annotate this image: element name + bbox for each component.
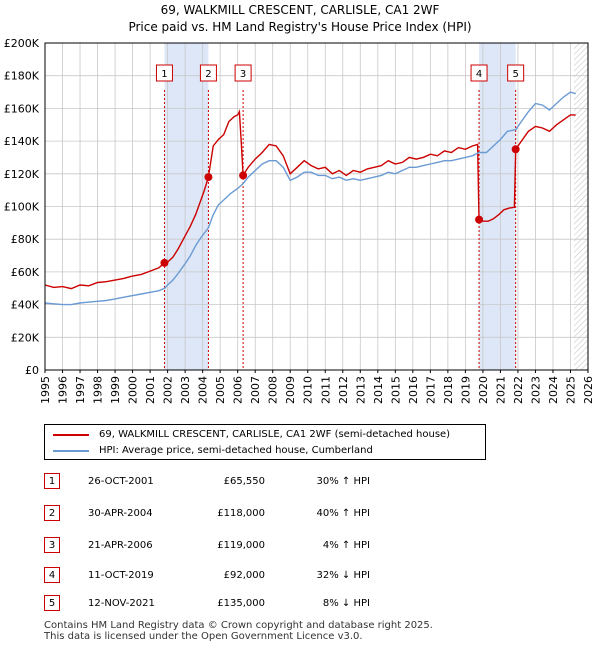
sale-label: 2 — [205, 69, 211, 80]
chart-subtitle: Price paid vs. HM Land Registry's House … — [128, 20, 472, 34]
sale-label: 5 — [512, 69, 518, 80]
legend-swatch-property — [53, 434, 89, 436]
y-tick-label: £120K — [4, 168, 40, 181]
sale-number-badge: 4 — [44, 567, 60, 583]
y-tick-label: £180K — [4, 70, 40, 83]
sale-price: £135,000 — [217, 598, 265, 609]
sale-date: 30-APR-2004 — [88, 508, 153, 519]
sale-point — [160, 258, 169, 267]
y-tick-label: £40K — [11, 299, 40, 312]
x-tick-label: 2024 — [547, 376, 560, 404]
sale-hpi-diff: 32% ↓ HPI — [316, 570, 370, 581]
sale-label-box — [470, 64, 488, 82]
x-tick-label: 2020 — [477, 376, 490, 404]
legend-label-property: 69, WALKMILL CRESCENT, CARLISLE, CA1 2WF… — [99, 429, 451, 440]
x-tick-label: 2023 — [529, 376, 542, 404]
sale-label-box — [234, 64, 252, 82]
sale-price: £119,000 — [217, 540, 265, 551]
sale-hpi-diff: 40% ↑ HPI — [316, 508, 370, 519]
plot-frame — [44, 42, 589, 371]
x-tick-label: 1995 — [39, 376, 52, 404]
sale-number-badge: 3 — [44, 537, 60, 553]
y-tick-label: £60K — [11, 266, 40, 279]
y-tick-label: £100K — [4, 201, 40, 214]
y-tick-label: £0 — [25, 364, 39, 377]
x-tick-label: 2015 — [389, 376, 402, 404]
x-tick-label: 2009 — [284, 376, 297, 404]
x-tick-label: 2012 — [337, 376, 350, 404]
x-tick-label: 2021 — [494, 376, 507, 404]
sale-hpi-diff: 30% ↑ HPI — [316, 476, 370, 487]
footer-copyright: Contains HM Land Registry data © Crown c… — [44, 620, 433, 631]
sale-price: £65,550 — [223, 476, 265, 487]
x-tick-label: 2004 — [197, 376, 210, 404]
x-tick-label: 2017 — [424, 376, 437, 404]
sale-number-badge: 2 — [44, 505, 60, 521]
footer-licence: This data is licensed under the Open Gov… — [44, 631, 363, 642]
x-tick-label: 2013 — [354, 376, 367, 404]
x-tick-label: 2025 — [564, 376, 577, 404]
sale-date: 26-OCT-2001 — [88, 476, 154, 487]
x-tick-label: 2005 — [214, 376, 227, 404]
sale-hpi-diff: 8% ↓ HPI — [322, 598, 370, 609]
sale-label-box — [507, 64, 525, 82]
sale-point — [511, 145, 520, 154]
x-tick-label: 2001 — [144, 376, 157, 404]
sale-date: 12-NOV-2021 — [88, 598, 155, 609]
sale-label: 4 — [476, 69, 482, 80]
sale-hpi-diff: 4% ↑ HPI — [322, 540, 370, 551]
x-tick-label: 2011 — [319, 376, 332, 404]
sale-date: 11-OCT-2019 — [88, 570, 154, 581]
sale-label: 3 — [240, 69, 246, 80]
x-tick-label: 2018 — [442, 376, 455, 404]
x-tick-label: 2010 — [302, 376, 315, 404]
y-tick-label: £20K — [11, 331, 40, 344]
y-tick-label: £160K — [4, 102, 40, 115]
x-tick-label: 2019 — [459, 376, 472, 404]
x-tick-label: 2007 — [249, 376, 262, 404]
x-tick-label: 2006 — [232, 376, 245, 404]
sale-price: £92,000 — [223, 570, 265, 581]
sale-point — [204, 173, 213, 182]
x-tick-label: 2002 — [162, 376, 175, 404]
y-tick-label: £200K — [4, 37, 40, 50]
x-tick-label: 1996 — [57, 376, 70, 404]
sale-date: 21-APR-2006 — [88, 540, 153, 551]
sale-point — [475, 215, 484, 224]
x-tick-label: 2026 — [582, 376, 595, 404]
y-tick-label: £140K — [4, 135, 40, 148]
x-tick-label: 2022 — [512, 376, 525, 404]
x-tick-label: 1999 — [109, 376, 122, 404]
x-tick-label: 1998 — [92, 376, 105, 404]
legend-label-hpi: HPI: Average price, semi-detached house,… — [99, 445, 373, 456]
x-tick-label: 2014 — [372, 376, 385, 404]
legend-swatch-hpi — [53, 450, 89, 452]
sale-label: 1 — [161, 69, 167, 80]
sale-number-badge: 5 — [44, 595, 60, 611]
x-tick-label: 2000 — [127, 376, 140, 404]
x-tick-label: 1997 — [74, 376, 87, 404]
y-tick-label: £80K — [11, 233, 40, 246]
chart-legend: 69, WALKMILL CRESCENT, CARLISLE, CA1 2WF… — [44, 424, 486, 460]
sale-label-box — [199, 64, 217, 82]
price-chart: 1 2 3 4 5 £0 £20K £40K £60K £80K £100K £120K £140K £… — [4, 37, 595, 404]
series-line-hpi — [44, 91, 576, 306]
x-tick-label: 2003 — [179, 376, 192, 404]
chart-title: 69, WALKMILL CRESCENT, CARLISLE, CA1 2WF — [160, 3, 440, 17]
x-tick-label: 2016 — [407, 376, 420, 404]
sale-price: £118,000 — [217, 508, 265, 519]
x-tick-label: 2008 — [267, 376, 280, 404]
sale-label-box — [155, 64, 173, 82]
sale-point — [239, 171, 248, 180]
sale-number-badge: 1 — [44, 473, 60, 489]
